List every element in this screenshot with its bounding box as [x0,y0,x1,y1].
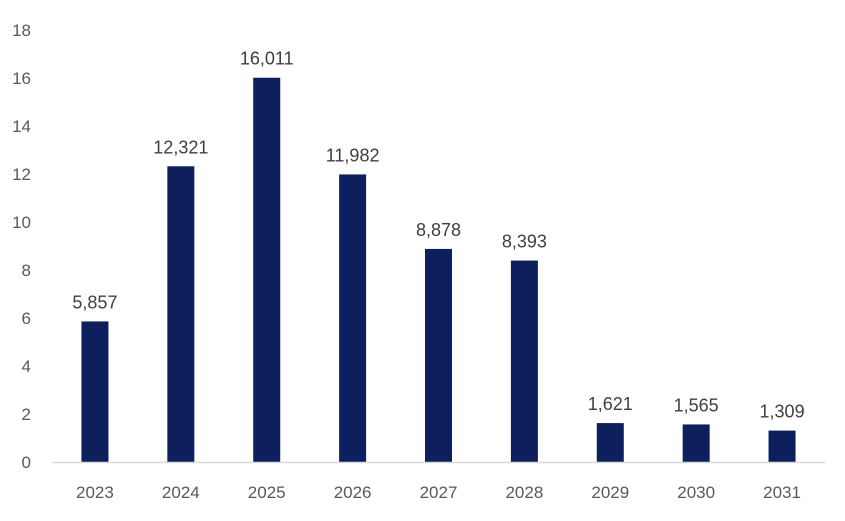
y-tick-label: 6 [22,309,31,328]
x-tick-label: 2029 [591,483,629,502]
bar-2030 [682,424,710,462]
bar-2028 [510,260,538,462]
y-tick-label: 0 [22,453,31,472]
x-tick-label: 2026 [334,483,372,502]
y-tick-label: 12 [12,165,31,184]
bar-2031 [768,430,796,462]
data-label: 1,309 [760,402,805,422]
y-tick-label: 14 [12,117,31,136]
y-tick-label: 8 [22,261,31,280]
y-tick-label: 16 [12,69,31,88]
x-tick-label: 2024 [162,483,200,502]
y-tick-label: 4 [22,357,31,376]
x-tick-label: 2027 [420,483,458,502]
bar-2026 [339,174,367,462]
x-tick-label: 2031 [763,483,801,502]
y-tick-label: 2 [22,405,31,424]
data-label: 8,393 [502,232,547,252]
data-label: 1,621 [588,394,633,414]
data-labels: 5,857 12,321 16,011 11,982 8,878 8,393 1,621 1,… [72,49,804,422]
y-tick-label: 10 [12,213,31,232]
bar-2025 [253,77,281,463]
bar-2024 [167,166,195,462]
data-label: 1,565 [674,395,719,415]
x-tick-label: 2023 [76,483,114,502]
data-label: 5,857 [72,292,117,312]
data-label: 16,011 [240,49,294,69]
x-tick-label: 2028 [505,483,543,502]
data-label: 8,878 [416,220,461,240]
y-axis-ticks: 0 2 4 6 8 10 12 14 16 18 [12,21,31,472]
bar-2023 [81,321,109,462]
x-tick-label: 2030 [677,483,715,502]
x-axis-ticks: 2023 2024 2025 2026 2027 2028 2029 2030 2031 [76,483,801,502]
bars-group [81,77,796,463]
x-tick-label: 2025 [248,483,286,502]
data-label: 11,982 [326,145,380,165]
bar-2029 [596,423,624,462]
y-tick-label: 18 [12,21,31,40]
bar-2027 [425,248,452,462]
data-label: 12,321 [153,137,208,157]
